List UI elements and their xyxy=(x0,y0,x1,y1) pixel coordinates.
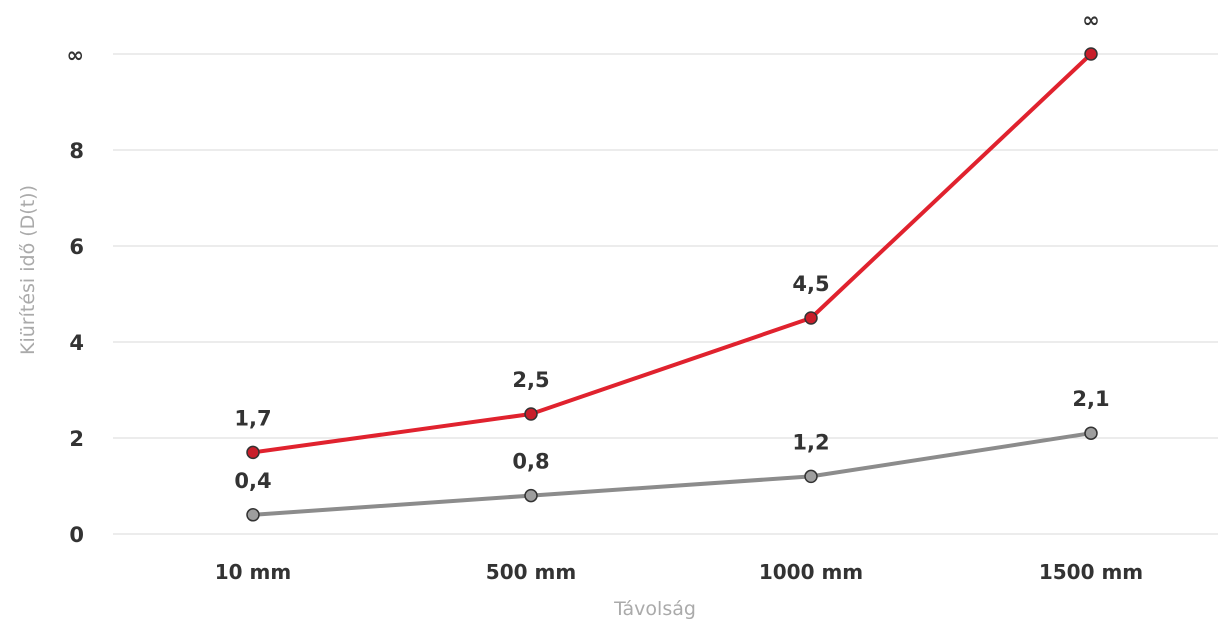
data-point xyxy=(1084,426,1098,440)
data-label: 0,8 xyxy=(512,450,549,474)
gridlines xyxy=(113,53,1218,535)
series-line xyxy=(251,52,1093,455)
series-line xyxy=(251,431,1093,517)
y-axis-title: Kiürítési idő (D(t)) xyxy=(17,185,39,355)
data-point xyxy=(246,508,260,522)
y-tick-label: ∞ xyxy=(67,43,85,67)
x-tick-label: 10 mm xyxy=(215,560,291,584)
data-label: 1,2 xyxy=(792,430,829,454)
y-tick-label: 0 xyxy=(69,523,84,547)
x-axis-ticks: 10 mm 500 mm 1000 mm 1500 mm xyxy=(215,560,1143,584)
x-tick-label: 1000 mm xyxy=(759,560,863,584)
x-tick-label: 500 mm xyxy=(486,560,576,584)
y-tick-label: 6 xyxy=(69,235,84,259)
y-axis-ticks: 0 2 4 6 8 ∞ xyxy=(67,43,85,547)
data-point xyxy=(1084,47,1098,61)
data-label: ∞ xyxy=(1082,8,1100,32)
series-layer xyxy=(246,47,1098,522)
y-tick-label: 8 xyxy=(69,139,84,163)
x-tick-label: 1500 mm xyxy=(1039,560,1143,584)
data-label: 0,4 xyxy=(234,469,271,493)
data-label: 4,5 xyxy=(792,272,829,296)
data-point xyxy=(804,311,818,325)
data-label: 1,7 xyxy=(234,406,271,430)
data-point xyxy=(804,469,818,484)
data-point xyxy=(246,445,260,460)
x-axis-title: Távolság xyxy=(613,598,696,620)
data-point xyxy=(524,407,538,421)
data-label: 2,1 xyxy=(1072,387,1109,411)
data-label: 2,5 xyxy=(512,368,549,392)
y-tick-label: 2 xyxy=(69,427,84,451)
y-tick-label: 4 xyxy=(69,331,84,355)
data-labels: 1,7 2,5 4,5 ∞ 0,4 0,8 1,2 2,1 xyxy=(234,8,1109,493)
data-point xyxy=(524,488,538,503)
